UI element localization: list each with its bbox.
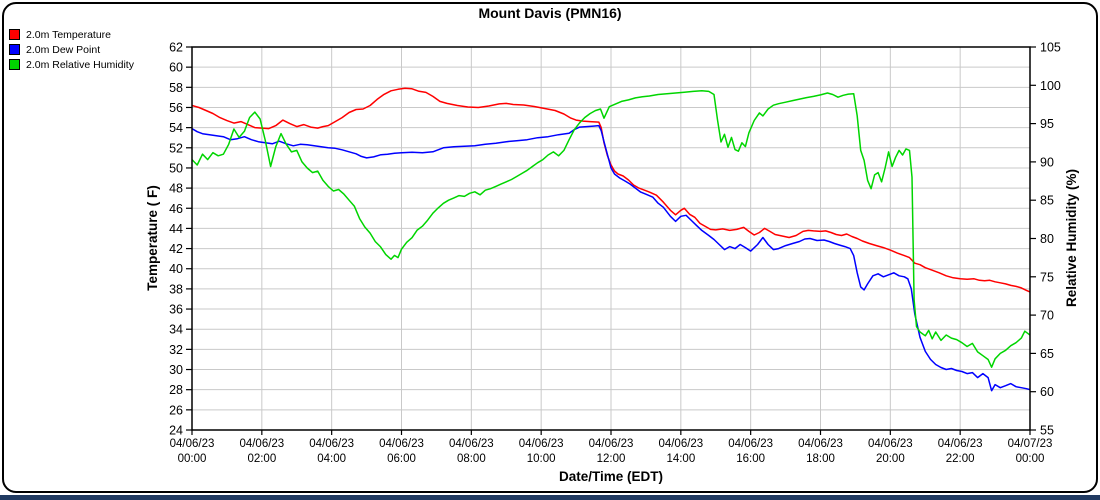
x-tick-date: 04/06/23 — [519, 438, 564, 450]
x-tick-time: 06:00 — [387, 453, 416, 465]
chart-title: Mount Davis (PMN16) — [478, 5, 622, 21]
x-tick-time: 04:00 — [317, 453, 346, 465]
y-left-tick-label: 44 — [169, 222, 183, 236]
legend-label: 2.0m Temperature — [26, 28, 112, 41]
y-left-tick-label: 36 — [169, 303, 183, 317]
x-tick-time: 12:00 — [597, 453, 626, 465]
y-left-tick-label: 48 — [169, 182, 183, 196]
legend-item: 2.0m Dew Point — [9, 42, 134, 57]
x-tick-time: 14:00 — [666, 453, 695, 465]
y-right-tick-label: 85 — [1040, 194, 1054, 208]
y-right-tick-label: 80 — [1040, 232, 1054, 246]
x-tick-time: 22:00 — [946, 453, 975, 465]
y-left-tick-label: 40 — [169, 262, 183, 276]
y-left-tick-label: 30 — [169, 363, 183, 377]
y-left-tick-label: 54 — [169, 121, 183, 135]
y-left-tick-label: 32 — [169, 343, 183, 357]
legend-swatch — [9, 59, 20, 70]
y-right-tick-label: 95 — [1040, 117, 1054, 131]
x-tick-time: 16:00 — [736, 453, 765, 465]
x-tick-date: 04/06/23 — [449, 438, 494, 450]
y-left-tick-label: 42 — [169, 242, 183, 256]
legend-label: 2.0m Dew Point — [26, 43, 101, 56]
x-tick-date: 04/06/23 — [798, 438, 843, 450]
y-left-tick-label: 38 — [169, 282, 183, 296]
x-tick-date: 04/06/23 — [170, 438, 215, 450]
x-tick-time: 10:00 — [527, 453, 556, 465]
y-left-tick-label: 28 — [169, 383, 183, 397]
y-left-tick-label: 62 — [169, 41, 183, 55]
axis-ticks — [186, 46, 1036, 435]
y-right-tick-label: 70 — [1040, 309, 1054, 323]
x-axis-title: Date/Time (EDT) — [559, 469, 663, 484]
x-tick-date: 04/06/23 — [379, 438, 424, 450]
x-tick-date: 04/06/23 — [589, 438, 634, 450]
y-left-tick-label: 26 — [169, 403, 183, 417]
x-tick-time: 00:00 — [178, 453, 207, 465]
y-left-tick-label: 58 — [169, 81, 183, 95]
y-right-tick-label: 65 — [1040, 347, 1054, 361]
y-left-tick-label: 60 — [169, 61, 183, 75]
legend-swatch — [9, 44, 20, 55]
right-axis-title: Relative Humidity (%) — [1064, 169, 1079, 307]
x-tick-time: 00:00 — [1016, 453, 1045, 465]
axis-tick-labels: 24 26 28 30 32 34 36 38 40 42 44 46 48 50 52 54 56 58 60 62… — [169, 41, 1061, 466]
x-tick-date: 04/06/23 — [728, 438, 773, 450]
x-tick-date: 04/06/23 — [938, 438, 983, 450]
y-right-tick-label: 60 — [1040, 385, 1054, 399]
y-left-tick-label: 24 — [169, 424, 183, 438]
legend-item: 2.0m Relative Humidity — [9, 57, 134, 72]
left-axis-title: Temperature ( F) — [145, 185, 160, 291]
chart-panel — [2, 2, 1098, 493]
y-left-tick-label: 56 — [169, 101, 183, 115]
y-left-tick-label: 52 — [169, 141, 183, 155]
x-tick-time: 18:00 — [806, 453, 835, 465]
series-line-2-0m-temperature — [192, 87, 1030, 293]
y-right-tick-label: 55 — [1040, 424, 1054, 438]
y-right-tick-label: 90 — [1040, 155, 1054, 169]
x-tick-time: 08:00 — [457, 453, 486, 465]
y-right-tick-label: 105 — [1040, 41, 1061, 55]
data-series — [192, 87, 1030, 392]
x-tick-time: 02:00 — [247, 453, 276, 465]
chart-legend: 2.0m Temperature 2.0m Dew Point 2.0m Relat… — [9, 27, 134, 72]
x-tick-date: 04/06/23 — [658, 438, 703, 450]
x-tick-date: 04/06/23 — [239, 438, 284, 450]
y-right-tick-label: 100 — [1040, 79, 1061, 93]
x-tick-date: 04/06/23 — [868, 438, 913, 450]
x-tick-date: 04/07/23 — [1008, 438, 1053, 450]
y-right-tick-label: 75 — [1040, 270, 1054, 284]
grid-lines — [192, 47, 1030, 430]
legend-item: 2.0m Temperature — [9, 27, 134, 42]
series-line-2-0m-relative-humidity — [192, 89, 1030, 368]
legend-swatch — [9, 29, 20, 40]
y-left-tick-label: 46 — [169, 202, 183, 216]
x-tick-time: 20:00 — [876, 453, 905, 465]
footer-bar — [0, 495, 1100, 500]
x-tick-date: 04/06/23 — [309, 438, 354, 450]
y-left-tick-label: 34 — [169, 323, 183, 337]
legend-label: 2.0m Relative Humidity — [26, 58, 134, 71]
y-left-tick-label: 50 — [169, 161, 183, 175]
